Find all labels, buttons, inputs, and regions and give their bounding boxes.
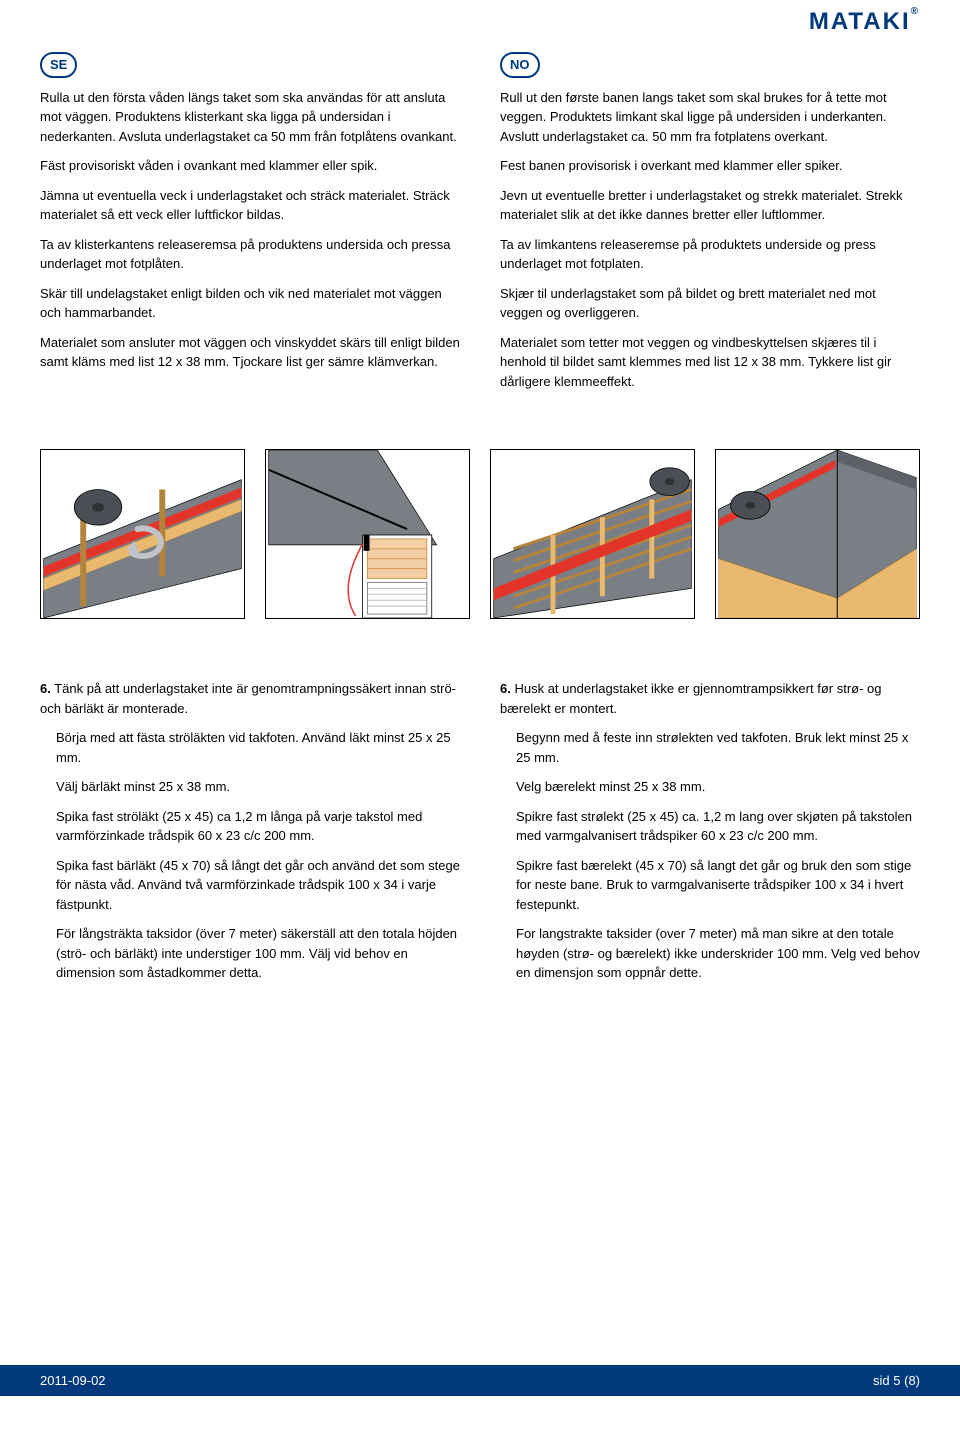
page-footer: 2011-09-02 sid 5 (8) [0, 1365, 960, 1397]
se6-p2: Börja med att fästa ströläkten vid takfo… [40, 728, 460, 767]
se-p6: Materialet som ansluter mot väggen och v… [40, 333, 460, 372]
col-se-6: 6. Tänk på att underlagstaket inte är ge… [40, 679, 460, 993]
se6-p4: Spika fast ströläkt (25 x 45) ca 1,2 m l… [40, 807, 460, 846]
figure-3 [490, 449, 695, 619]
se-p4: Ta av klisterkantens releaseremsa på pro… [40, 235, 460, 274]
top-columns: SE Rulla ut den första våden längs taket… [40, 52, 920, 401]
no6-p5: Spikre fast bærelekt (45 x 70) så langt … [500, 856, 920, 915]
se6-p5: Spika fast bärläkt (45 x 70) så långt de… [40, 856, 460, 915]
no6-p4: Spikre fast strølekt (25 x 45) ca. 1,2 m… [500, 807, 920, 846]
se6-p6: För långsträkta taksidor (över 7 meter) … [40, 924, 460, 983]
footer-page: sid 5 (8) [873, 1371, 920, 1391]
figure-1 [40, 449, 245, 619]
footer-date: 2011-09-02 [40, 1371, 106, 1391]
col-no: NO Rull ut den første banen langs taket … [500, 52, 920, 401]
badge-no: NO [500, 52, 540, 78]
no6-p2: Begynn med å feste inn strølekten ved ta… [500, 728, 920, 767]
no-p3: Jevn ut eventuelle bretter i underlagsta… [500, 186, 920, 225]
se-p5: Skär till undelagstaket enligt bilden oc… [40, 284, 460, 323]
figure-2 [265, 449, 470, 619]
se-p1: Rulla ut den första våden längs taket so… [40, 88, 460, 147]
se-p2: Fäst provisoriskt våden i ovankant med k… [40, 156, 460, 176]
no-p1: Rull ut den første banen langs taket som… [500, 88, 920, 147]
no6-p1: 6. Husk at underlagstaket ikke er gjenno… [500, 679, 920, 718]
se6-p1: 6. Tänk på att underlagstaket inte är ge… [40, 679, 460, 718]
no-p6: Materialet som tetter mot veggen og vind… [500, 333, 920, 392]
col-no-6: 6. Husk at underlagstaket ikke er gjenno… [500, 679, 920, 993]
se-p3: Jämna ut eventuella veck i underlagstake… [40, 186, 460, 225]
bottom-columns: 6. Tänk på att underlagstaket inte är ge… [40, 679, 920, 993]
brand-logo: MATAKI® [809, 4, 920, 40]
no-p5: Skjær til underlagstaket som på bildet o… [500, 284, 920, 323]
se6-p3: Välj bärläkt minst 25 x 38 mm. [40, 777, 460, 797]
badge-se: SE [40, 52, 77, 78]
figure-row [40, 449, 920, 619]
no6-p3: Velg bærelekt minst 25 x 38 mm. [500, 777, 920, 797]
figure-4 [715, 449, 920, 619]
col-se: SE Rulla ut den första våden längs taket… [40, 52, 460, 401]
no-p4: Ta av limkantens releaseremse på produkt… [500, 235, 920, 274]
no-p2: Fest banen provisorisk i overkant med kl… [500, 156, 920, 176]
no6-p6: For langstrakte taksider (over 7 meter) … [500, 924, 920, 983]
